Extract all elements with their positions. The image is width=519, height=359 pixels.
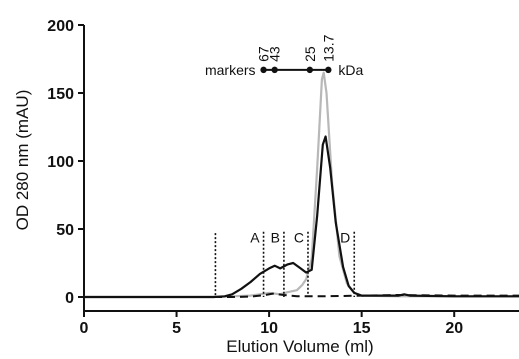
fraction-label: D	[340, 230, 350, 246]
series-line-3	[84, 292, 519, 298]
y-tick-label: 50	[56, 222, 74, 239]
x-tick-label: 0	[80, 320, 89, 337]
y-tick-label: 200	[47, 18, 74, 35]
series-layer	[84, 71, 519, 299]
marker-dot	[260, 66, 267, 74]
marker-dot	[325, 66, 332, 74]
marker-size-label: 13.7	[320, 34, 336, 61]
x-tick-label: 20	[445, 320, 463, 337]
axes: 0 50 100 150 200 0 5 10 15 20	[47, 18, 519, 337]
series-line-2	[84, 71, 519, 299]
fraction-label: A	[250, 230, 260, 246]
x-tick-label: 15	[353, 320, 371, 337]
fraction-label: B	[271, 230, 280, 246]
fraction-label: C	[294, 230, 304, 246]
marker-dot	[271, 66, 278, 74]
y-tick-label: 150	[47, 86, 74, 103]
series-line-1	[84, 135, 519, 299]
marker-size-label: 25	[302, 46, 318, 62]
x-tick-label: 10	[260, 320, 278, 337]
x-axis-title: Elution Volume (ml)	[226, 337, 373, 356]
x-tick-label: 5	[172, 320, 181, 337]
markers-unit: kDa	[338, 62, 363, 78]
y-tick-label: 100	[47, 154, 74, 171]
y-tick-label: 0	[65, 290, 74, 307]
marker-dot	[306, 66, 314, 74]
markers-label: markers	[205, 62, 256, 78]
marker-size-label: 43	[267, 46, 283, 62]
marker-size-label: 67	[256, 46, 272, 62]
y-axis-title: OD 280 nm (mAU)	[13, 90, 32, 231]
